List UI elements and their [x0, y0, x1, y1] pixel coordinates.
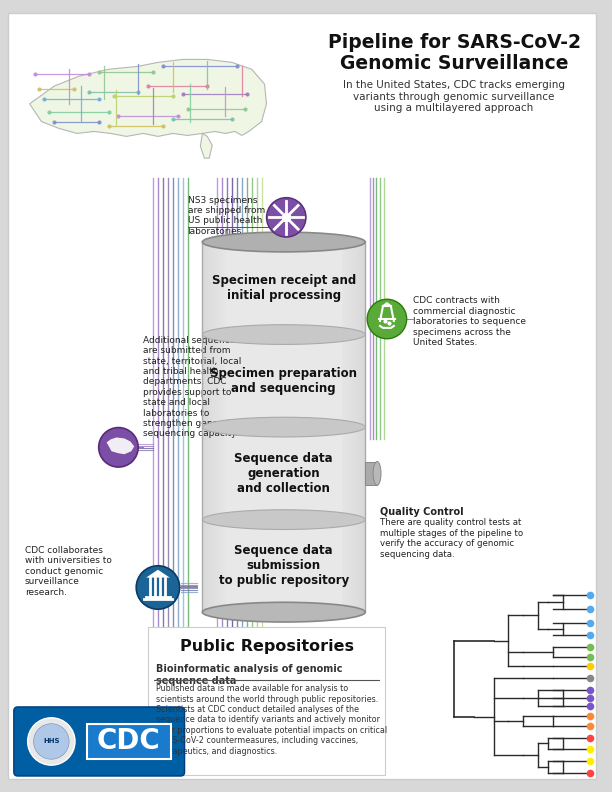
- Circle shape: [28, 718, 75, 765]
- Bar: [359, 242, 361, 612]
- Bar: [214, 242, 216, 612]
- Bar: [220, 242, 222, 612]
- Bar: [345, 242, 348, 612]
- Bar: [203, 242, 204, 612]
- Text: NS3 specimens
are shipped from
US public health
laboratories.: NS3 specimens are shipped from US public…: [187, 196, 265, 236]
- Text: Pipeline for SARS-CoV-2: Pipeline for SARS-CoV-2: [327, 32, 581, 51]
- Text: Specimen preparation
and sequencing: Specimen preparation and sequencing: [211, 367, 357, 395]
- Bar: [212, 242, 214, 612]
- Bar: [357, 242, 359, 612]
- Bar: [348, 242, 349, 612]
- Bar: [356, 242, 357, 612]
- FancyBboxPatch shape: [87, 724, 171, 760]
- Ellipse shape: [203, 232, 365, 252]
- Circle shape: [367, 299, 406, 339]
- Polygon shape: [29, 59, 266, 136]
- Bar: [349, 242, 351, 612]
- Polygon shape: [146, 569, 170, 577]
- Text: CDC collaborates
with universities to
conduct genomic
surveillance
research.: CDC collaborates with universities to co…: [24, 546, 111, 596]
- Text: Genomic Surveillance: Genomic Surveillance: [340, 55, 569, 74]
- Bar: [364, 242, 365, 612]
- Text: In the United States, CDC tracks emerging
variants through genomic surveillance
: In the United States, CDC tracks emergin…: [343, 80, 565, 113]
- Text: Public Repositories: Public Repositories: [179, 639, 354, 654]
- Text: Published data is made available for analysis to
scientists around the world thr: Published data is made available for ana…: [156, 684, 387, 756]
- Bar: [365, 462, 377, 485]
- Bar: [343, 242, 345, 612]
- Polygon shape: [106, 437, 134, 455]
- Text: Specimen receipt and
initial processing: Specimen receipt and initial processing: [212, 274, 356, 303]
- Bar: [341, 242, 343, 612]
- Bar: [206, 242, 208, 612]
- Bar: [351, 242, 353, 612]
- Text: CDC: CDC: [97, 728, 160, 756]
- FancyBboxPatch shape: [8, 13, 596, 779]
- Bar: [204, 242, 206, 612]
- Circle shape: [136, 565, 180, 609]
- Text: Additional sequences
are submitted from
state, territorial, local
and tribal hea: Additional sequences are submitted from …: [143, 336, 242, 439]
- Text: CDC contracts with
commercial diagnostic
laboratories to sequence
specimens acro: CDC contracts with commercial diagnostic…: [412, 296, 526, 347]
- Text: There are quality control tests at
multiple stages of the pipeline to
verify the: There are quality control tests at multi…: [380, 519, 523, 558]
- Bar: [222, 242, 224, 612]
- FancyBboxPatch shape: [148, 627, 385, 775]
- Text: Sequence data
generation
and collection: Sequence data generation and collection: [234, 452, 333, 495]
- Polygon shape: [200, 133, 212, 158]
- Bar: [208, 242, 211, 612]
- Bar: [211, 242, 212, 612]
- Text: Bioinformatic analysis of genomic
sequence data: Bioinformatic analysis of genomic sequen…: [156, 664, 343, 686]
- Ellipse shape: [203, 602, 365, 622]
- Circle shape: [266, 198, 306, 237]
- Bar: [203, 242, 365, 612]
- Text: HHS: HHS: [43, 738, 59, 744]
- Circle shape: [34, 724, 69, 760]
- Bar: [361, 242, 364, 612]
- Circle shape: [99, 428, 138, 467]
- Bar: [224, 242, 226, 612]
- FancyBboxPatch shape: [14, 707, 185, 776]
- Bar: [353, 242, 356, 612]
- Text: Sequence data
submission
to public repository: Sequence data submission to public repos…: [218, 544, 349, 588]
- Bar: [218, 242, 220, 612]
- Ellipse shape: [203, 325, 365, 345]
- Ellipse shape: [373, 462, 381, 485]
- Text: Quality Control: Quality Control: [380, 507, 464, 516]
- Bar: [216, 242, 218, 612]
- Ellipse shape: [203, 417, 365, 437]
- Ellipse shape: [203, 510, 365, 530]
